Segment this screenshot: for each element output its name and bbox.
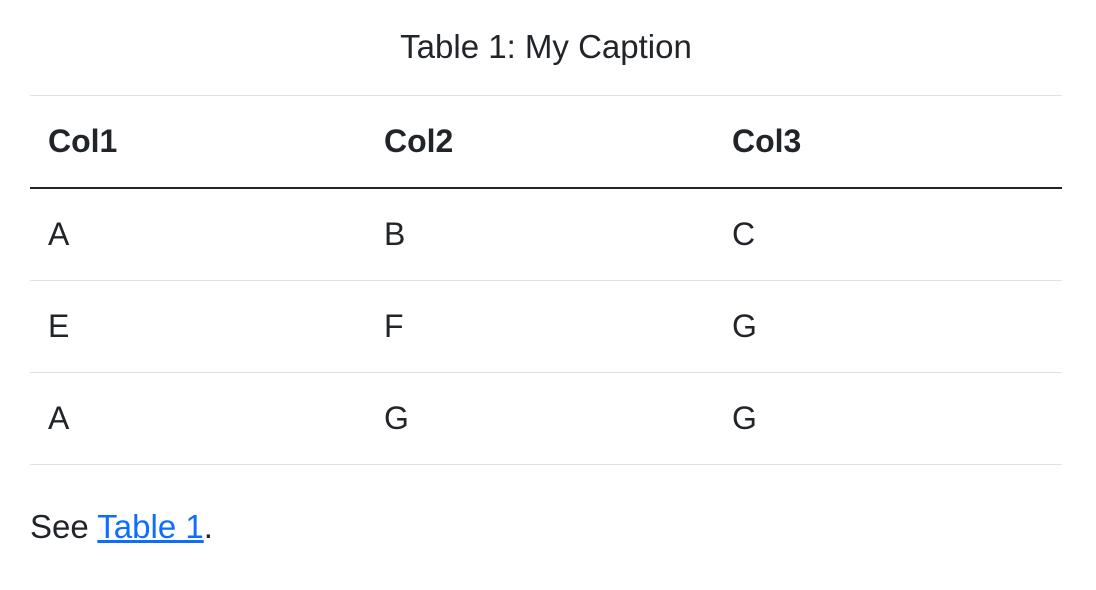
table-cell: C [714, 188, 1062, 281]
table-cell: G [714, 372, 1062, 465]
header-row: Col1 Col2 Col3 [30, 95, 1062, 189]
reference-suffix: . [203, 508, 213, 545]
column-header: Col2 [366, 95, 714, 189]
reference-paragraph: See Table 1. [30, 508, 213, 546]
table-link[interactable]: Table 1 [97, 508, 204, 545]
table-cell: F [366, 280, 714, 373]
table-cell: A [30, 372, 366, 465]
table-cell: A [30, 188, 366, 281]
table-cell: B [366, 188, 714, 281]
column-header: Col3 [714, 95, 1062, 189]
table-cell: E [30, 280, 366, 373]
table-cell: G [714, 280, 1062, 373]
table-caption: Table 1: My Caption [400, 28, 692, 65]
reference-prefix: See [30, 508, 98, 545]
column-header: Col1 [30, 95, 366, 189]
table-cell: G [366, 372, 714, 465]
